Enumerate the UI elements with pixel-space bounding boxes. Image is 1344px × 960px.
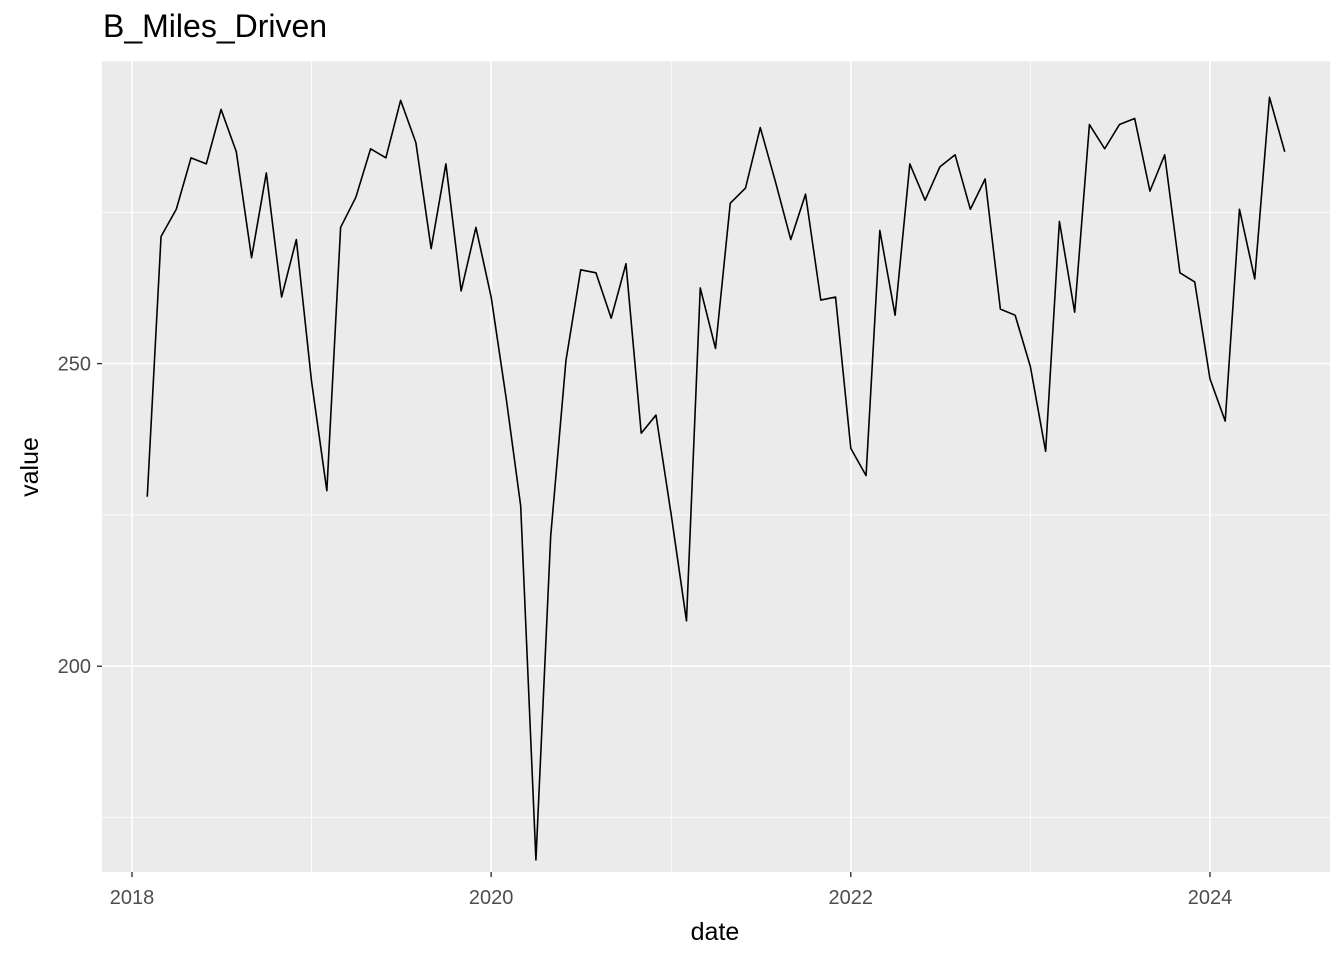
y-axis-title: value [16,437,44,497]
x-tick-label: 2018 [110,887,155,909]
series-line [146,96,1286,861]
minor-gridlines [102,60,1330,872]
y-axis: 200 250 [58,354,102,678]
x-axis: 2018 2020 2022 2024 [110,872,1232,909]
chart-title: B_Miles_Driven [103,8,328,44]
x-tick-label: 2024 [1188,887,1233,909]
major-gridlines [102,61,1330,872]
x-tick-label: 2020 [469,887,514,909]
y-tick-label: 250 [58,354,91,376]
x-tick-label: 2022 [829,887,874,909]
x-axis-title: date [691,918,740,946]
y-tick-label: 200 [58,656,91,678]
plot-panel [102,61,1330,872]
